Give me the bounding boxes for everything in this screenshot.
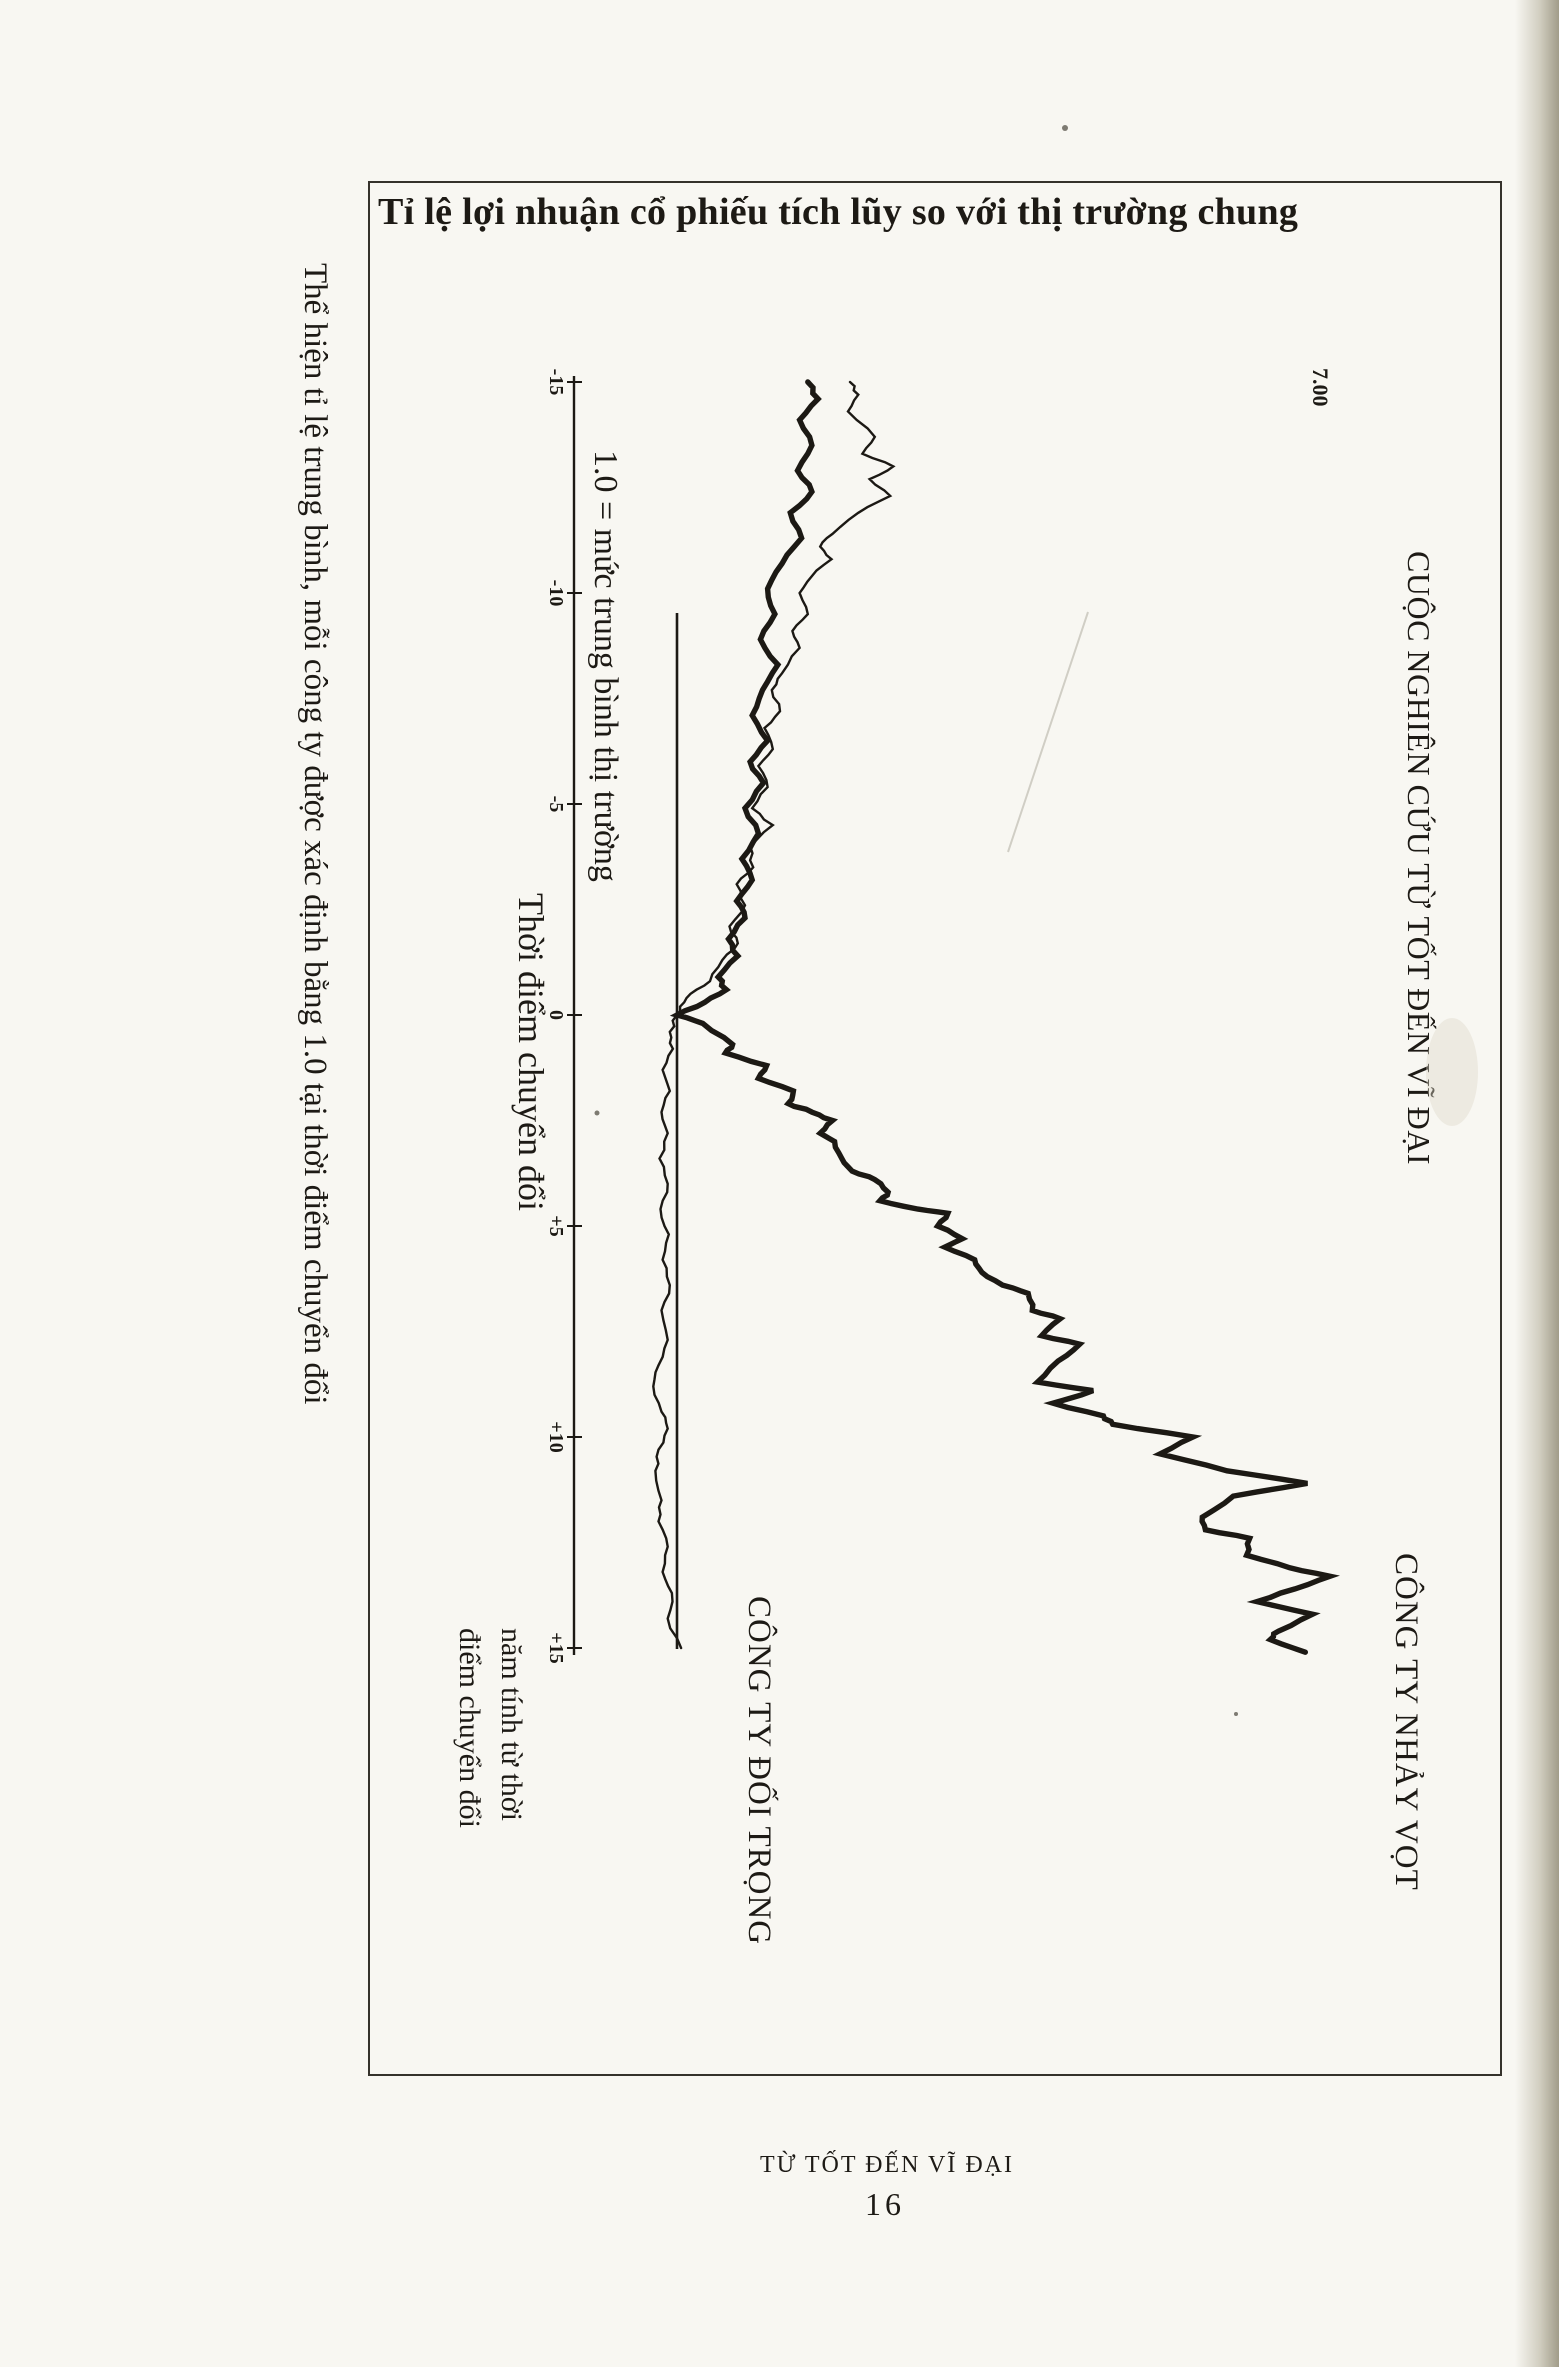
axis-tick-label: +5	[545, 1215, 567, 1237]
axis-tick-label: -10	[545, 579, 567, 607]
axis-tick-label: -5	[545, 795, 567, 813]
scan-speck	[1062, 125, 1068, 131]
comparison-series-label: CÔNG TY ĐỐI TRỌNG	[741, 1596, 777, 1946]
axis-tick-label: 0	[545, 1010, 567, 1020]
chart-title: Tỉ lệ lợi nhuận cổ phiếu tích lũy so với…	[378, 191, 1299, 233]
chart-frame	[368, 181, 1502, 2076]
running-footer-title: TỪ TỐT ĐẾN VĨ ĐẠI	[760, 2152, 1014, 2178]
study-label: CUỘC NGHIÊN CỨU TỪ TỐT ĐẾN VĨ ĐẠI	[1401, 551, 1437, 1165]
y-max-value-label: 7.00	[1308, 368, 1333, 407]
x-axis-label-line1: năm tính từ thời	[495, 1628, 528, 1821]
page-number: 16	[865, 2186, 905, 2222]
scan-edge-shadow	[1515, 0, 1559, 2367]
x-axis-label: năm tính từ thời điểm chuyển đổi	[448, 1628, 532, 1828]
axis-tick-label: +15	[545, 1632, 567, 1664]
good-to-great-series-label: CÔNG TY NHẢY VỌT	[1388, 1553, 1424, 1891]
transition-point-label: Thời điểm chuyển đổi	[511, 893, 551, 1211]
market-baseline-label: 1.0 = mức trung bình thị trường	[587, 450, 624, 882]
axis-tick-label: -15	[545, 368, 567, 396]
x-axis-label-line2: điểm chuyển đổi	[453, 1628, 486, 1828]
side-note: Thể hiện tỉ lệ trung bình, mỗi công ty đ…	[297, 263, 333, 1405]
axis-tick-label: +10	[545, 1421, 567, 1453]
